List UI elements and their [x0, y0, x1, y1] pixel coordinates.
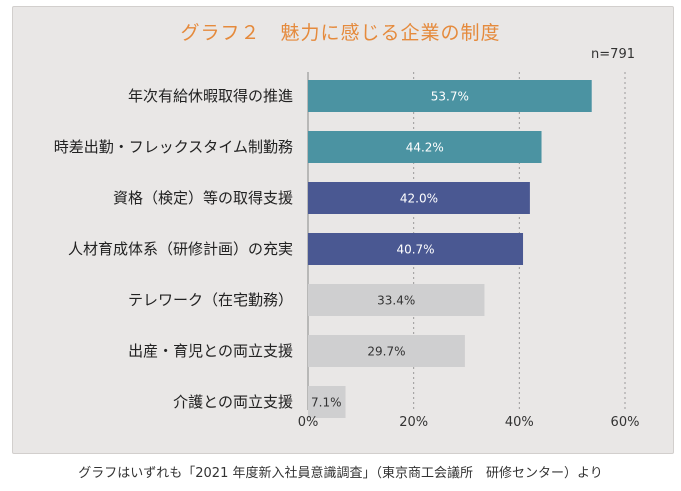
bar-value-label: 33.4%: [377, 294, 415, 308]
source-footnote: グラフはいずれも「2021 年度新入社員意識調査」（東京商工会議所 研修センター…: [78, 466, 603, 481]
bar: [308, 335, 465, 367]
chart-title: グラフ２ 魅力に感じる企業の制度: [180, 22, 501, 44]
bar-value-label: 29.7%: [367, 345, 405, 359]
category-label: 人材育成体系（研修計画）の充実: [68, 240, 293, 258]
sample-size-label: n=791: [591, 47, 635, 62]
bar-value-label: 40.7%: [396, 243, 434, 257]
x-tick-label: 60%: [611, 415, 640, 430]
bar: [308, 182, 530, 214]
bar: [308, 284, 485, 316]
category-label: テレワーク（在宅勤務）: [128, 291, 293, 309]
category-label: 出産・育児との両立支援: [128, 342, 293, 360]
bar: [308, 80, 592, 112]
bar-value-label: 44.2%: [406, 141, 444, 155]
category-label: 資格（検定）等の取得支援: [113, 189, 293, 207]
category-label: 時差出勤・フレックスタイム制勤務: [54, 138, 293, 156]
bar-value-label: 53.7%: [431, 90, 469, 104]
x-tick-label: 20%: [399, 415, 428, 430]
category-label: 年次有給休暇取得の推進: [128, 87, 293, 105]
bar-value-label: 42.0%: [400, 192, 438, 206]
bars: [308, 80, 592, 418]
bar-value-label: 7.1%: [311, 396, 342, 410]
labels: 0% 20% 40% 60% 53.7% 年次有給休暇取得の推進 44.2% 時差出勤・フレッ…: [54, 87, 640, 430]
x-tick-label: 0%: [298, 415, 319, 430]
category-label: 介護との両立支援: [173, 393, 293, 411]
bar: [308, 233, 524, 265]
bar: [308, 131, 542, 163]
bar: [308, 386, 346, 418]
x-tick-label: 40%: [505, 415, 534, 430]
